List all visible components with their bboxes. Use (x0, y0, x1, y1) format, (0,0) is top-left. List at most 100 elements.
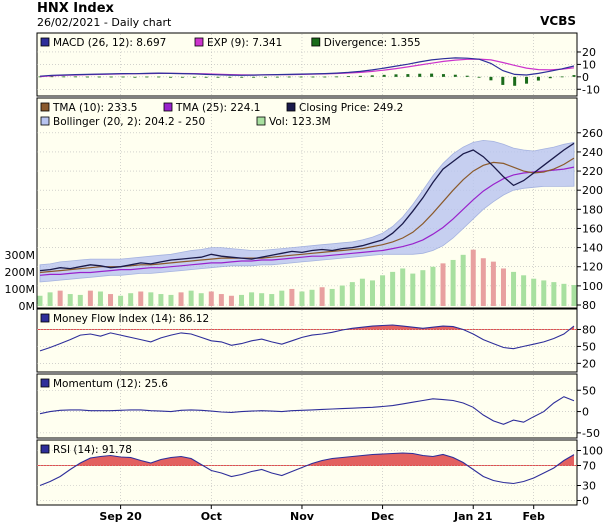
divergence-bar (121, 76, 125, 78)
volume-bar (430, 266, 436, 306)
x-axis-label: Sep 20 (99, 510, 142, 523)
divergence-bar (323, 76, 327, 78)
volume-tick-label: 300M (5, 249, 36, 262)
divergence-bar (560, 76, 564, 78)
divergence-bar (358, 75, 362, 77)
panel-2-legend-label: TMA (25): 224.1 (175, 102, 260, 114)
volume-bar (309, 289, 315, 306)
divergence-bar (370, 75, 374, 77)
divergence-bar (240, 76, 244, 78)
divergence-bar (169, 76, 173, 78)
panel-2-legend-swatch (286, 102, 296, 112)
panel-2-legend-label: TMA (10): 233.5 (52, 102, 137, 114)
panel-1-ytick-label: 20 (582, 46, 596, 59)
divergence-bar (347, 76, 351, 78)
panel-3-ytick-label: 80 (582, 323, 596, 336)
panel-5-legend-swatch (40, 444, 50, 454)
chart-title: HNX Index (37, 1, 114, 16)
volume-bar (420, 270, 426, 306)
divergence-bar (525, 76, 529, 84)
tma25-line (39, 166, 575, 276)
volume-bar (380, 275, 386, 306)
panel-2-ytick-label: 200 (582, 184, 603, 197)
volume-bar (228, 295, 234, 306)
volume-bar (188, 290, 194, 306)
tma10-line (39, 157, 575, 274)
divergence-bar (311, 76, 315, 78)
panel-3-ytick-label: 50 (582, 340, 596, 353)
panel-1-ytick-label: 10 (582, 58, 596, 71)
volume-bar (148, 292, 154, 306)
divergence-bar (109, 76, 113, 78)
x-axis-label: Jan 21 (453, 510, 492, 523)
panel-5-frame (36, 439, 578, 506)
volume-bar (289, 288, 295, 306)
panel-2-frame (36, 97, 578, 309)
divergence-bar (548, 76, 552, 79)
volume-bar (158, 294, 164, 306)
volume-bar (269, 294, 275, 306)
panel-2-ytick-label: 140 (582, 242, 603, 255)
divergence-bar (145, 76, 149, 78)
volume-bar (259, 293, 265, 306)
volume-bar (168, 294, 174, 306)
volume-tick-label: 0M (19, 300, 36, 313)
divergence-bar (228, 76, 232, 78)
momentum-line (39, 396, 575, 425)
closing-price-line (39, 142, 575, 272)
panel-2-legend-swatch (40, 116, 50, 126)
x-axis-label: Dec (371, 510, 394, 523)
mfi-line (39, 324, 575, 352)
divergence-bar (157, 76, 161, 78)
divergence-bar (335, 76, 339, 78)
panel-1-ytick-label: -10 (582, 83, 600, 96)
divergence-bar (418, 73, 422, 77)
divergence-bar (441, 74, 445, 77)
panel-2-ytick-label: 220 (582, 165, 603, 178)
panel-1-legend-swatch (311, 37, 321, 47)
divergence-bar (430, 73, 434, 77)
divergence-bar (394, 74, 398, 77)
divergence-bar (252, 76, 256, 78)
divergence-bar (275, 76, 279, 78)
panel-1-legend-label: MACD (26, 12): 8.697 (53, 37, 166, 49)
volume-tick-label: 100M (5, 283, 36, 296)
panel-1-legend-swatch (40, 37, 50, 47)
panel-2-ytick-label: 260 (582, 127, 603, 140)
panel-4-legend-swatch (40, 378, 50, 388)
panel-2-legend-label: Closing Price: 249.2 (299, 102, 403, 114)
volume-bar (349, 282, 355, 306)
divergence-bar (406, 74, 410, 77)
volume-bar (450, 259, 456, 306)
panel-1-legend-swatch (194, 37, 204, 47)
panel-4-legend-label: Momentum (12): 25.6 (53, 378, 168, 390)
divergence-bar (382, 74, 386, 77)
bollinger-band (39, 139, 575, 283)
panel-2-legend-swatch (163, 102, 173, 112)
divergence-bar (477, 76, 481, 78)
panel-5-overbought-area (40, 453, 574, 466)
volume-bar (218, 294, 224, 306)
divergence-bar (180, 76, 184, 78)
volume-bar (329, 288, 335, 306)
chart-subtitle: 26/02/2021 - Daily chart (37, 16, 172, 29)
panel-4-ytick-label: 0 (582, 406, 589, 419)
divergence-bar (299, 76, 303, 78)
volume-bar (87, 290, 93, 306)
volume-bar (339, 285, 345, 306)
panel-2-legend-label: Vol: 123.3M (269, 116, 331, 128)
volume-bar (37, 295, 43, 306)
macd-line (39, 57, 575, 77)
divergence-bar (572, 75, 576, 77)
divergence-bar (85, 76, 89, 78)
volume-bar (390, 271, 396, 306)
divergence-bar (536, 76, 540, 81)
panel-4-ytick-label: 50 (582, 384, 596, 397)
volume-bar (369, 280, 375, 306)
divergence-bar (192, 76, 196, 78)
panel-1-legend-label: Divergence: 1.355 (324, 37, 421, 49)
panel-5-ytick-label: 30 (582, 480, 596, 493)
volume-bar (97, 291, 103, 306)
divergence-bar (489, 76, 493, 81)
